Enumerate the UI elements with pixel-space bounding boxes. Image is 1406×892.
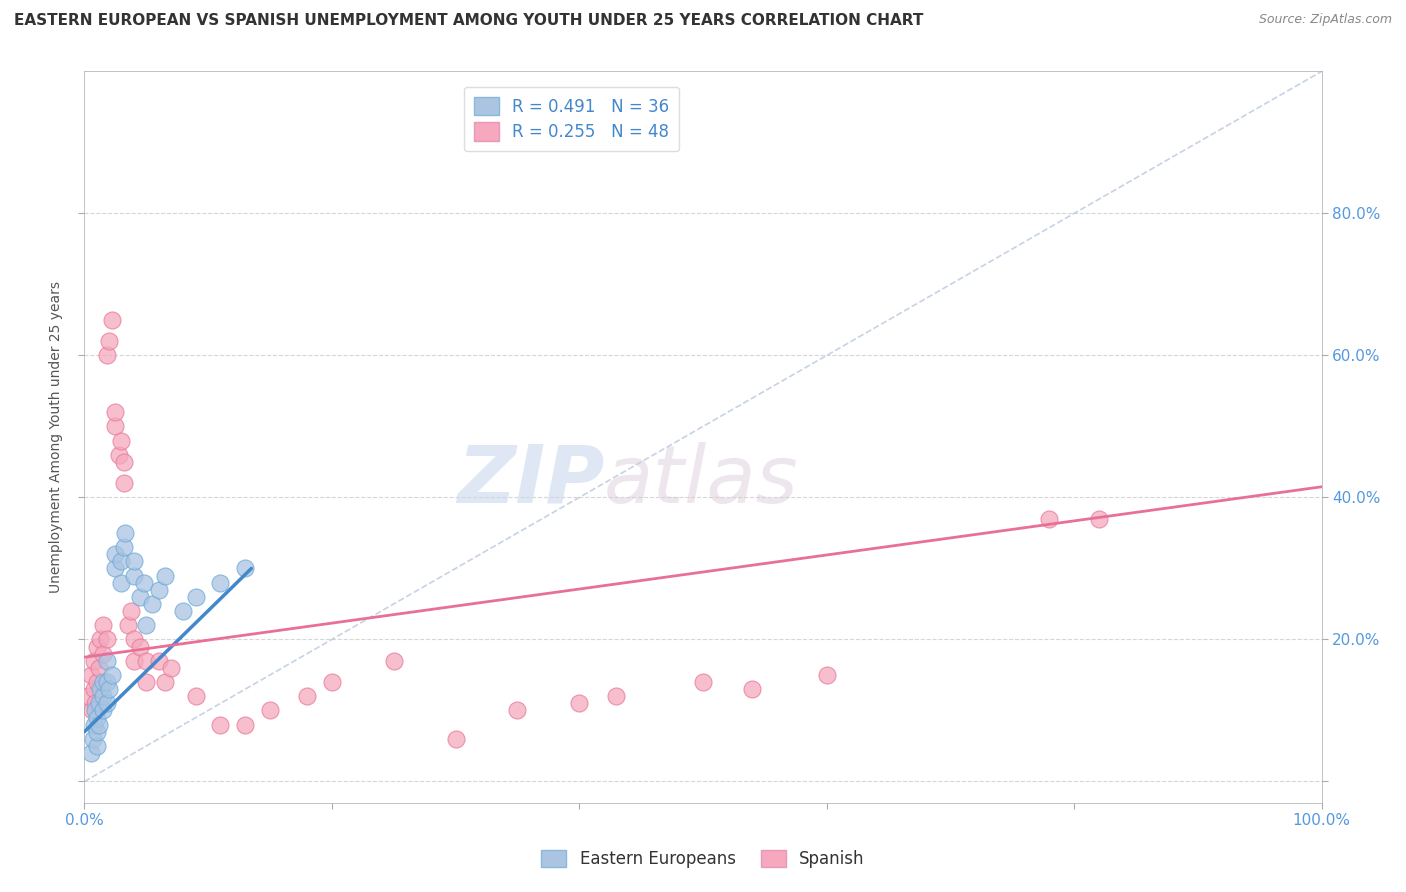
Point (209, 717, 232, 731)
Point (84, 697, 107, 711)
Point (79, 668, 101, 682)
Point (129, 590, 152, 604)
Point (172, 604, 194, 618)
Point (209, 575, 232, 590)
Point (110, 434, 132, 448)
Point (1088, 512, 1111, 526)
Point (83, 682, 105, 697)
Point (135, 675, 157, 690)
Text: Source: ZipAtlas.com: Source: ZipAtlas.com (1258, 13, 1392, 27)
Point (96, 348, 118, 362)
Point (129, 640, 152, 654)
Point (104, 405, 127, 419)
Point (104, 419, 127, 434)
Point (692, 675, 714, 690)
Text: ZIP: ZIP (457, 442, 605, 520)
Point (444, 731, 467, 746)
Point (98, 334, 121, 349)
Point (233, 561, 256, 575)
Point (108, 448, 131, 462)
Point (77, 690, 100, 704)
Point (122, 554, 145, 568)
Point (295, 690, 318, 704)
Point (100, 313, 122, 327)
Legend: R = 0.491   N = 36, R = 0.255   N = 48: R = 0.491 N = 36, R = 0.255 N = 48 (464, 87, 679, 151)
Point (110, 554, 132, 568)
Point (506, 704, 529, 718)
Point (110, 575, 132, 590)
Point (382, 654, 405, 668)
Point (86, 739, 108, 753)
Point (184, 690, 207, 704)
Point (89, 661, 111, 675)
Point (91, 690, 114, 704)
Point (91, 675, 114, 690)
Point (86, 675, 108, 690)
Point (96, 675, 118, 690)
Point (153, 568, 176, 582)
Point (91, 704, 114, 718)
Point (89, 632, 111, 647)
Point (114, 525, 136, 540)
Point (96, 654, 118, 668)
Point (98, 682, 121, 697)
Point (160, 661, 183, 675)
Legend: Eastern Europeans, Spanish: Eastern Europeans, Spanish (534, 843, 872, 875)
Point (741, 682, 763, 697)
Point (89, 717, 111, 731)
Point (605, 690, 627, 704)
Point (96, 697, 118, 711)
Point (153, 675, 176, 690)
Point (148, 654, 170, 668)
Point (86, 640, 108, 654)
Point (83, 717, 105, 731)
Point (112, 540, 135, 554)
Point (568, 697, 591, 711)
Point (135, 618, 157, 632)
Text: EASTERN EUROPEAN VS SPANISH UNEMPLOYMENT AMONG YOUTH UNDER 25 YEARS CORRELATION : EASTERN EUROPEAN VS SPANISH UNEMPLOYMENT… (14, 13, 924, 29)
Point (100, 668, 122, 682)
Point (135, 654, 157, 668)
Y-axis label: Unemployment Among Youth under 25 years: Unemployment Among Youth under 25 years (49, 281, 63, 593)
Point (80, 704, 103, 718)
Point (1038, 512, 1060, 526)
Point (122, 654, 145, 668)
Point (83, 654, 105, 668)
Point (148, 582, 170, 597)
Point (259, 704, 281, 718)
Point (89, 697, 111, 711)
Point (122, 632, 145, 647)
Point (84, 704, 107, 718)
Point (141, 597, 163, 611)
Point (82, 731, 104, 746)
Point (120, 604, 142, 618)
Point (79, 746, 101, 760)
Point (233, 717, 256, 731)
Point (89, 682, 111, 697)
Point (112, 455, 135, 469)
Point (86, 710, 108, 724)
Point (104, 561, 127, 575)
Text: atlas: atlas (605, 442, 799, 520)
Point (122, 568, 145, 582)
Point (91, 647, 114, 661)
Point (117, 618, 139, 632)
Point (86, 724, 108, 739)
Point (91, 618, 114, 632)
Point (132, 575, 155, 590)
Point (104, 547, 127, 561)
Point (184, 590, 207, 604)
Point (815, 668, 838, 682)
Point (96, 632, 118, 647)
Point (321, 675, 343, 690)
Point (112, 476, 135, 491)
